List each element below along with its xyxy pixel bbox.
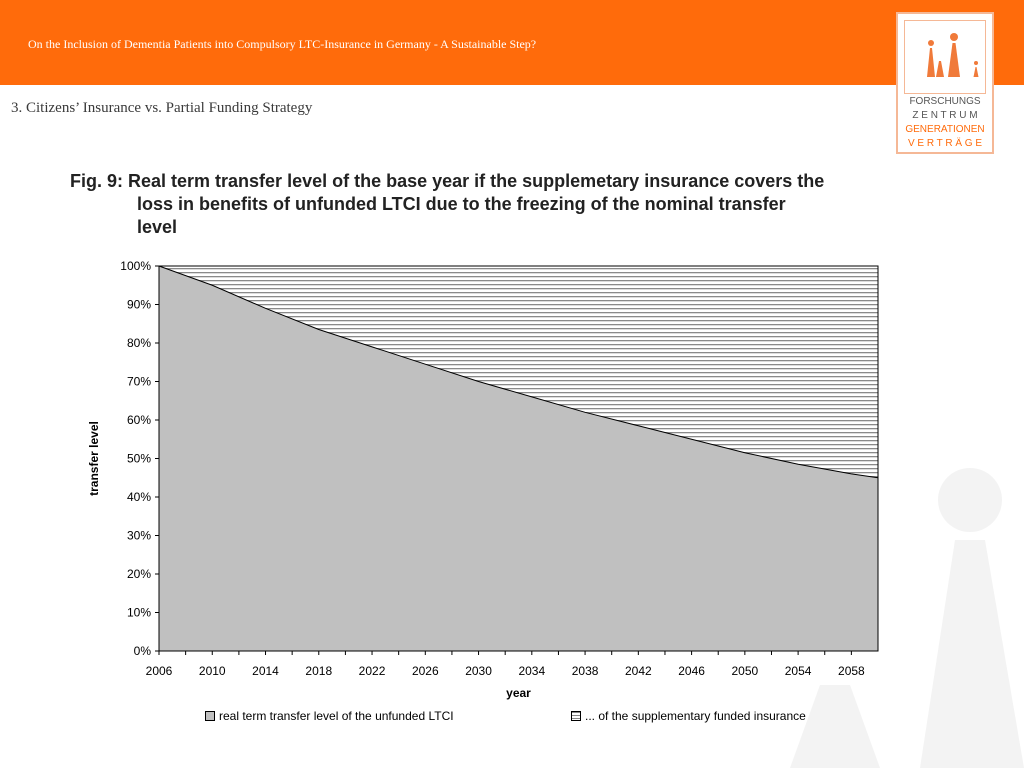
chart-title-line-3: level	[137, 217, 178, 237]
legend-label-supplementary: ... of the supplementary funded insuranc…	[585, 709, 806, 723]
x-axis-label: year	[506, 686, 531, 700]
logo: FORSCHUNGS Z E N T R U M GENERATIONEN V …	[896, 12, 994, 154]
x-tick-label: 2058	[838, 664, 865, 678]
logo-line-1: FORSCHUNGS	[909, 96, 981, 107]
watermark-figure-icon	[790, 468, 1024, 768]
x-tick-label: 2030	[465, 664, 492, 678]
x-tick-label: 2038	[572, 664, 599, 678]
x-tick-label: 2042	[625, 664, 652, 678]
legend-swatch-unfunded	[205, 711, 215, 721]
line-unfunded	[158, 265, 879, 479]
y-tick-label: 100%	[120, 259, 151, 273]
y-tick-label: 70%	[127, 375, 151, 389]
y-tick-label: 30%	[127, 529, 151, 543]
legend-swatch-supplementary	[571, 711, 581, 721]
chart-title-line-1: Fig. 9: Real term transfer level of the …	[70, 171, 825, 191]
section-title: 3. Citizens’ Insurance vs. Partial Fundi…	[11, 100, 313, 116]
y-tick-label: 20%	[127, 567, 151, 581]
x-tick-label: 2050	[732, 664, 759, 678]
y-tick-label: 40%	[127, 490, 151, 504]
header-bar	[0, 0, 1024, 85]
logo-frame	[904, 20, 986, 94]
family-figures-icon	[927, 33, 979, 77]
y-tick-label: 0%	[134, 644, 152, 658]
y-tick-label: 60%	[127, 413, 151, 427]
y-tick-label: 10%	[127, 606, 151, 620]
area-supplementary	[159, 266, 878, 478]
legend-item-supplementary: ... of the supplementary funded insuranc…	[571, 709, 806, 723]
logo-line-4: V E R T R Ä G E	[907, 138, 983, 149]
legend-item-unfunded: real term transfer level of the unfunded…	[205, 709, 454, 723]
x-tick-label: 2054	[785, 664, 812, 678]
x-tick-label: 2006	[146, 664, 173, 678]
y-tick-label: 80%	[127, 336, 151, 350]
slide-title: On the Inclusion of Dementia Patients in…	[28, 37, 537, 51]
x-tick-label: 2014	[252, 664, 279, 678]
chart-title-line-2: loss in benefits of unfunded LTCI due to…	[137, 194, 786, 214]
x-tick-label: 2026	[412, 664, 439, 678]
x-tick-label: 2010	[199, 664, 226, 678]
logo-line-2: Z E N T R U M	[912, 110, 978, 121]
x-tick-label: 2046	[678, 664, 705, 678]
y-tick-label: 50%	[127, 452, 151, 466]
x-tick-label: 2034	[518, 664, 545, 678]
x-tick-label: 2022	[359, 664, 386, 678]
area-unfunded	[159, 266, 878, 651]
chart-title: Fig. 9: Real term transfer level of the …	[70, 170, 920, 239]
y-axis-label: transfer level	[87, 421, 101, 496]
y-tick-label: 90%	[127, 298, 151, 312]
logo-line-3: GENERATIONEN	[905, 124, 985, 135]
x-tick-label: 2018	[305, 664, 332, 678]
legend-label-unfunded: real term transfer level of the unfunded…	[219, 709, 454, 723]
